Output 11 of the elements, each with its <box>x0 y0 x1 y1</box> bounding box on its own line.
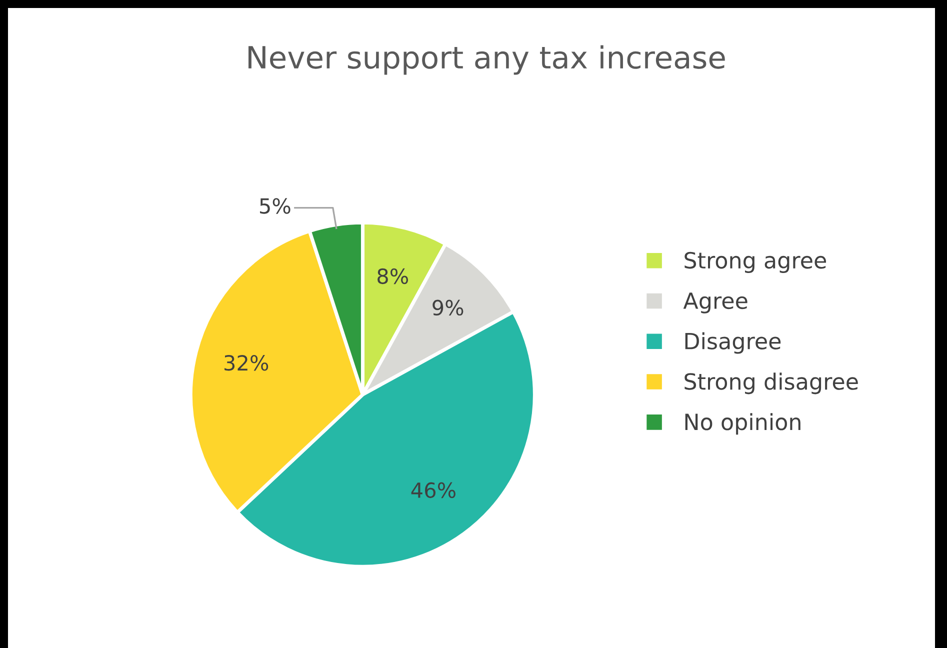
data-label: 8% <box>378 268 408 284</box>
legend-label: Agree <box>683 292 748 314</box>
legend-label: Disagree <box>685 332 781 354</box>
data-label: 32% <box>224 354 268 371</box>
legend-label: Strong disagree <box>684 372 858 394</box>
legend-label: No opinion <box>685 413 800 435</box>
data-label: 9% <box>432 300 464 316</box>
data-label: 5% <box>260 198 290 214</box>
data-label: 46% <box>411 482 456 498</box>
legend-label: Strong agree <box>684 252 826 273</box>
chart-title: Never support any tax increase <box>248 45 725 75</box>
